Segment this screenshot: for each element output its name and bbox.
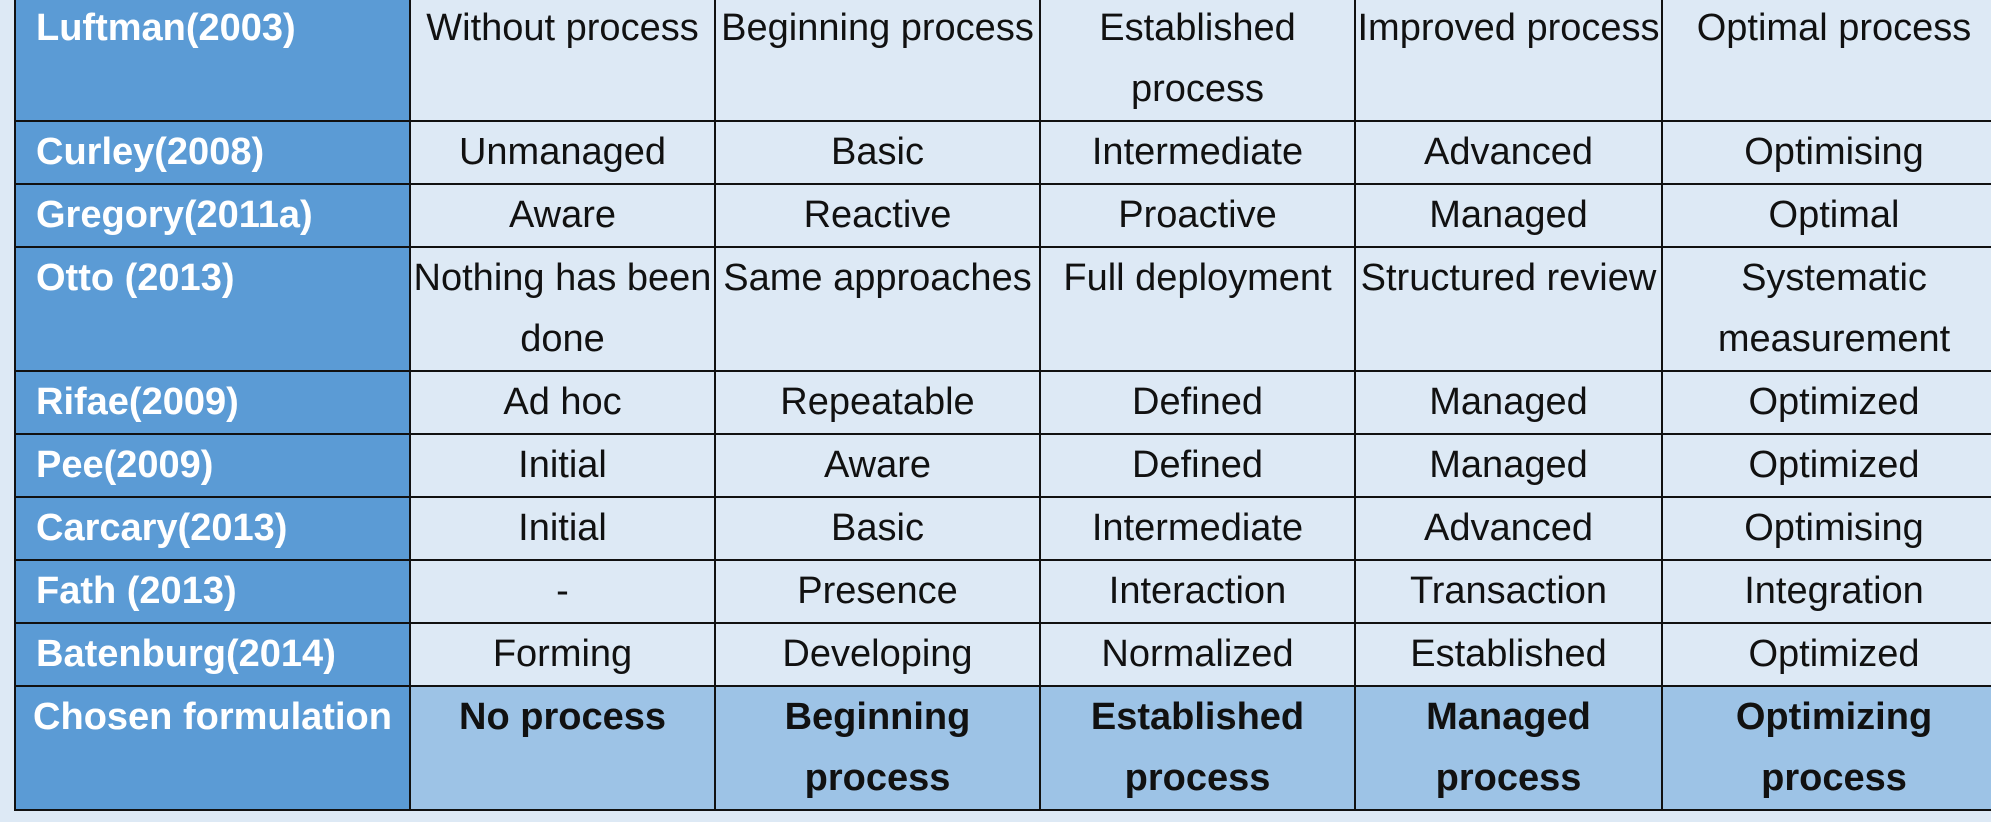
source-cell: Chosen formulation (14, 685, 411, 811)
level-cell-1: Nothing has been done (409, 246, 716, 372)
table-row: Rifae(2009) Ad hoc Repeatable Defined Manage… (14, 370, 1991, 435)
level-cell-1: Ad hoc (409, 370, 716, 435)
chosen-formulation-row: Chosen formulation No process Beginning pr… (14, 685, 1991, 811)
level-cell-3: Full deployment (1039, 246, 1356, 372)
level-cell-2: Reactive (714, 183, 1041, 248)
level-cell-3: Established process (1039, 0, 1356, 122)
table-row: Batenburg(2014) Forming Developing Normaliz… (14, 622, 1991, 687)
level-cell-2: Same approaches (714, 246, 1041, 372)
maturity-levels-table: Luftman(2003) Without process Beginning pr… (14, 0, 1991, 811)
level-cell-1: No process (409, 685, 716, 811)
level-cell-2: Aware (714, 433, 1041, 498)
level-cell-2: Beginning process (714, 0, 1041, 122)
level-cell-5: Optimal (1661, 183, 1991, 248)
table-row: Otto (2013) Nothing has been done Same app… (14, 246, 1991, 372)
level-cell-4: Structured review (1354, 246, 1663, 372)
level-cell-4: Advanced (1354, 496, 1663, 561)
level-cell-3: Proactive (1039, 183, 1356, 248)
level-cell-5: Optimizing process (1661, 685, 1991, 811)
level-cell-5: Integration (1661, 559, 1991, 624)
level-cell-5: Optimized (1661, 433, 1991, 498)
source-cell: Otto (2013) (14, 246, 411, 372)
level-cell-3: Interaction (1039, 559, 1356, 624)
level-cell-1: - (409, 559, 716, 624)
level-cell-1: Without process (409, 0, 716, 122)
level-cell-1: Initial (409, 433, 716, 498)
level-cell-5: Optimized (1661, 622, 1991, 687)
table-row: Pee(2009) Initial Aware Defined Managed Optim… (14, 433, 1991, 498)
level-cell-5: Systematic measurement (1661, 246, 1991, 372)
level-cell-4: Managed process (1354, 685, 1663, 811)
level-cell-2: Developing (714, 622, 1041, 687)
level-cell-4: Advanced (1354, 120, 1663, 185)
source-cell: Carcary(2013) (14, 496, 411, 561)
level-cell-2: Beginning process (714, 685, 1041, 811)
level-cell-5: Optimized (1661, 370, 1991, 435)
level-cell-2: Presence (714, 559, 1041, 624)
source-cell: Gregory(2011a) (14, 183, 411, 248)
level-cell-3: Intermediate (1039, 120, 1356, 185)
level-cell-1: Initial (409, 496, 716, 561)
source-cell: Fath (2013) (14, 559, 411, 624)
level-cell-4: Managed (1354, 183, 1663, 248)
source-cell: Rifae(2009) (14, 370, 411, 435)
source-cell: Luftman(2003) (14, 0, 411, 122)
table-row: Fath (2013) - Presence Interaction Transacti… (14, 559, 1991, 624)
source-cell: Pee(2009) (14, 433, 411, 498)
table-row: Luftman(2003) Without process Beginning pr… (14, 0, 1991, 122)
level-cell-4: Managed (1354, 370, 1663, 435)
level-cell-2: Repeatable (714, 370, 1041, 435)
table-row: Gregory(2011a) Aware Reactive Proactive Mana… (14, 183, 1991, 248)
level-cell-3: Intermediate (1039, 496, 1356, 561)
level-cell-5: Optimising (1661, 496, 1991, 561)
level-cell-5: Optimising (1661, 120, 1991, 185)
level-cell-3: Defined (1039, 433, 1356, 498)
level-cell-4: Transaction (1354, 559, 1663, 624)
source-cell: Batenburg(2014) (14, 622, 411, 687)
level-cell-3: Established process (1039, 685, 1356, 811)
level-cell-3: Defined (1039, 370, 1356, 435)
level-cell-4: Improved process (1354, 0, 1663, 122)
level-cell-2: Basic (714, 120, 1041, 185)
table-row: Curley(2008) Unmanaged Basic Intermediate Ad… (14, 120, 1991, 185)
level-cell-2: Basic (714, 496, 1041, 561)
source-cell: Curley(2008) (14, 120, 411, 185)
level-cell-1: Forming (409, 622, 716, 687)
level-cell-4: Managed (1354, 433, 1663, 498)
level-cell-3: Normalized (1039, 622, 1356, 687)
level-cell-1: Unmanaged (409, 120, 716, 185)
level-cell-5: Optimal process (1661, 0, 1991, 122)
table-row: Carcary(2013) Initial Basic Intermediate Adv… (14, 496, 1991, 561)
level-cell-1: Aware (409, 183, 716, 248)
level-cell-4: Established (1354, 622, 1663, 687)
